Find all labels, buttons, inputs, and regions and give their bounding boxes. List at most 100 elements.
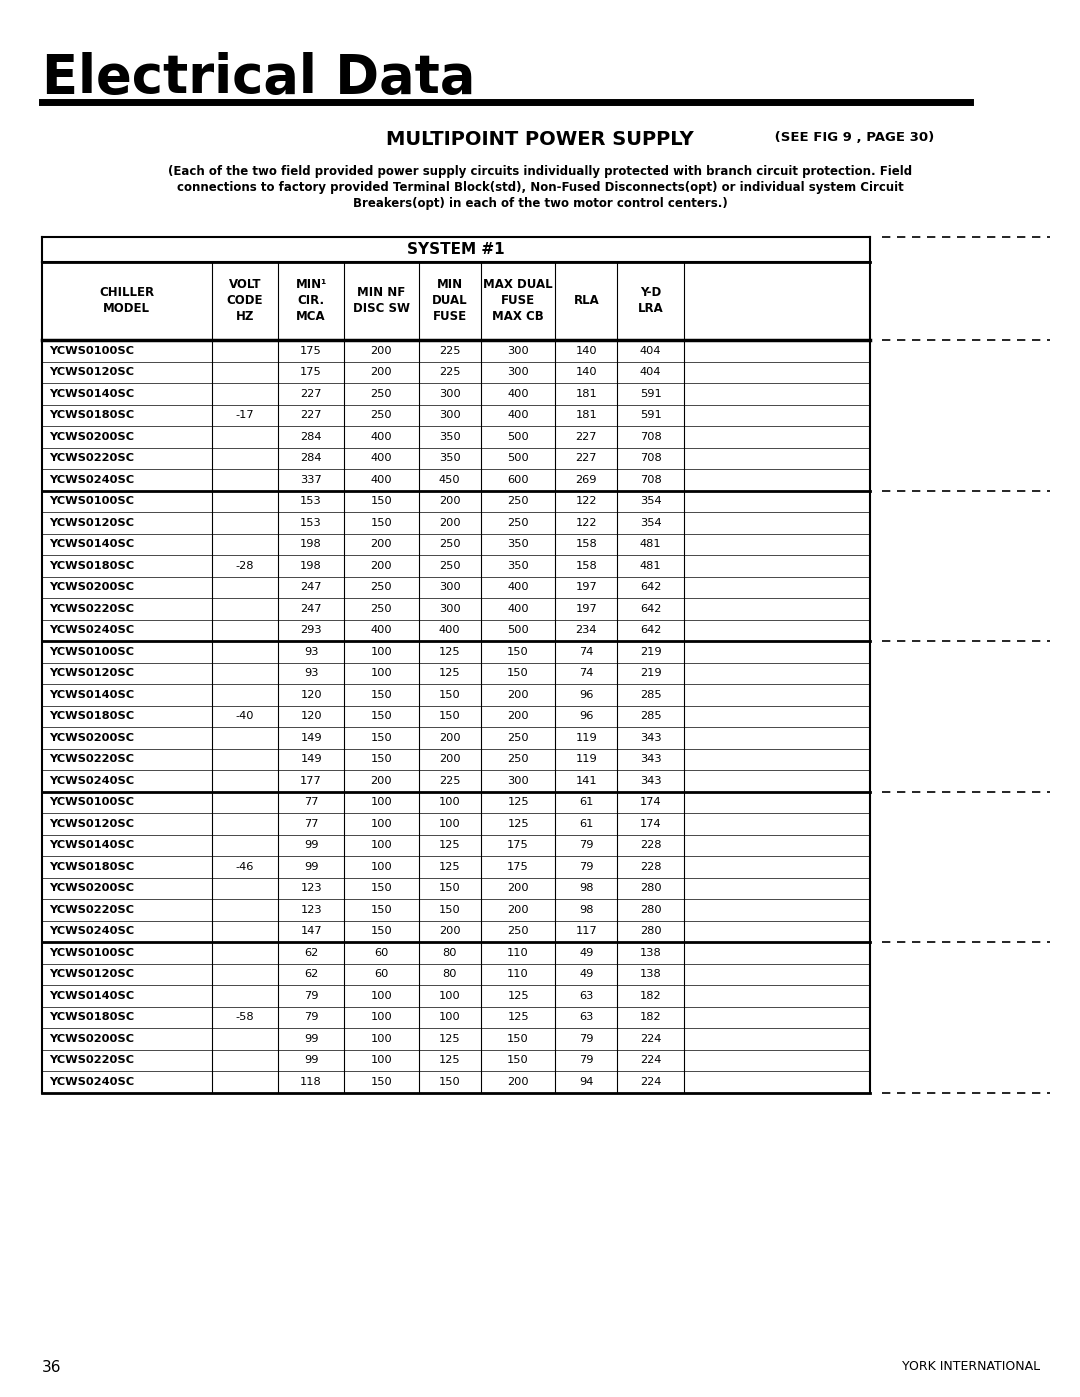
Text: 49: 49 — [579, 947, 594, 958]
Text: YCWS0220SC: YCWS0220SC — [49, 1055, 134, 1066]
Text: YCWS0120SC: YCWS0120SC — [49, 970, 134, 979]
Text: 227: 227 — [576, 432, 597, 441]
Text: 228: 228 — [639, 840, 661, 851]
Text: 150: 150 — [370, 926, 392, 936]
Text: 354: 354 — [639, 496, 661, 506]
Text: 150: 150 — [508, 647, 529, 657]
Text: 175: 175 — [300, 345, 322, 356]
Text: 198: 198 — [300, 539, 322, 549]
Text: 285: 285 — [639, 711, 661, 721]
Text: 350: 350 — [438, 453, 461, 464]
Text: 149: 149 — [300, 733, 322, 743]
Text: 158: 158 — [576, 539, 597, 549]
Text: 400: 400 — [370, 626, 392, 636]
Text: 158: 158 — [576, 560, 597, 571]
Text: 150: 150 — [370, 905, 392, 915]
Text: 200: 200 — [370, 367, 392, 377]
Text: YCWS0180SC: YCWS0180SC — [49, 1013, 134, 1023]
Text: 125: 125 — [438, 1055, 460, 1066]
Text: 200: 200 — [438, 496, 460, 506]
Text: 61: 61 — [579, 798, 594, 807]
Text: 200: 200 — [370, 345, 392, 356]
Text: MIN
DUAL
FUSE: MIN DUAL FUSE — [432, 278, 468, 324]
Text: YCWS0240SC: YCWS0240SC — [49, 1077, 134, 1087]
Text: 225: 225 — [440, 367, 460, 377]
Text: 175: 175 — [300, 367, 322, 377]
Text: -17: -17 — [235, 411, 254, 420]
Text: YCWS0240SC: YCWS0240SC — [49, 475, 134, 485]
Text: 481: 481 — [639, 539, 661, 549]
Text: 140: 140 — [576, 367, 597, 377]
Text: YCWS0120SC: YCWS0120SC — [49, 819, 134, 828]
Text: 60: 60 — [375, 970, 389, 979]
Text: 481: 481 — [639, 560, 661, 571]
Text: 642: 642 — [639, 604, 661, 613]
Text: YCWS0100SC: YCWS0100SC — [49, 345, 134, 356]
Text: 125: 125 — [438, 862, 460, 872]
Text: 250: 250 — [508, 926, 529, 936]
Text: 708: 708 — [639, 475, 661, 485]
Text: 119: 119 — [576, 754, 597, 764]
Text: 36: 36 — [42, 1361, 62, 1375]
Text: MULTIPOINT POWER SUPPLY: MULTIPOINT POWER SUPPLY — [387, 130, 693, 149]
Text: 150: 150 — [508, 668, 529, 679]
Text: 250: 250 — [370, 388, 392, 398]
Text: 400: 400 — [370, 475, 392, 485]
Text: connections to factory provided Terminal Block(std), Non-Fused Disconnects(opt) : connections to factory provided Terminal… — [177, 182, 903, 194]
Text: 123: 123 — [300, 905, 322, 915]
Text: 100: 100 — [438, 819, 461, 828]
Text: 119: 119 — [576, 733, 597, 743]
Text: -40: -40 — [235, 711, 254, 721]
Text: 150: 150 — [438, 711, 461, 721]
Text: 250: 250 — [370, 411, 392, 420]
Text: 200: 200 — [508, 905, 529, 915]
Text: 200: 200 — [438, 518, 460, 528]
Text: 343: 343 — [639, 775, 661, 785]
Text: 138: 138 — [639, 970, 661, 979]
Text: 80: 80 — [443, 947, 457, 958]
Text: YCWS0140SC: YCWS0140SC — [49, 539, 134, 549]
Text: YCWS0120SC: YCWS0120SC — [49, 367, 134, 377]
Text: 150: 150 — [370, 1077, 392, 1087]
Text: 150: 150 — [370, 711, 392, 721]
Text: 174: 174 — [639, 819, 661, 828]
Text: YCWS0220SC: YCWS0220SC — [49, 905, 134, 915]
Text: YCWS0220SC: YCWS0220SC — [49, 604, 134, 613]
Text: 125: 125 — [508, 1013, 529, 1023]
Text: 300: 300 — [438, 388, 461, 398]
Text: 100: 100 — [370, 1055, 392, 1066]
Text: YCWS0200SC: YCWS0200SC — [49, 432, 134, 441]
Text: 120: 120 — [300, 690, 322, 700]
Text: YCWS0140SC: YCWS0140SC — [49, 388, 134, 398]
Text: 284: 284 — [300, 453, 322, 464]
Text: 122: 122 — [576, 518, 597, 528]
Text: 285: 285 — [639, 690, 661, 700]
Text: 591: 591 — [639, 411, 661, 420]
Text: MIN¹
CIR.
MCA: MIN¹ CIR. MCA — [296, 278, 327, 324]
Text: 400: 400 — [508, 411, 529, 420]
Text: 400: 400 — [370, 432, 392, 441]
Text: YCWS0120SC: YCWS0120SC — [49, 668, 134, 679]
Text: 250: 250 — [508, 733, 529, 743]
Text: 100: 100 — [370, 798, 392, 807]
Text: 343: 343 — [639, 733, 661, 743]
Text: 150: 150 — [370, 754, 392, 764]
Text: 225: 225 — [440, 345, 460, 356]
Text: 500: 500 — [508, 432, 529, 441]
Text: 500: 500 — [508, 626, 529, 636]
Text: 200: 200 — [508, 711, 529, 721]
Text: 123: 123 — [300, 883, 322, 893]
Text: 247: 247 — [300, 604, 322, 613]
Text: 200: 200 — [438, 926, 460, 936]
Text: 150: 150 — [438, 690, 461, 700]
Text: YCWS0120SC: YCWS0120SC — [49, 518, 134, 528]
Text: 153: 153 — [300, 496, 322, 506]
Text: 118: 118 — [300, 1077, 322, 1087]
Text: 250: 250 — [508, 518, 529, 528]
Text: 122: 122 — [576, 496, 597, 506]
Text: -58: -58 — [235, 1013, 254, 1023]
Text: 150: 150 — [438, 1077, 461, 1087]
Text: 100: 100 — [370, 647, 392, 657]
Text: 450: 450 — [438, 475, 460, 485]
Text: (Each of the two field provided power supply circuits individually protected wit: (Each of the two field provided power su… — [167, 165, 913, 177]
